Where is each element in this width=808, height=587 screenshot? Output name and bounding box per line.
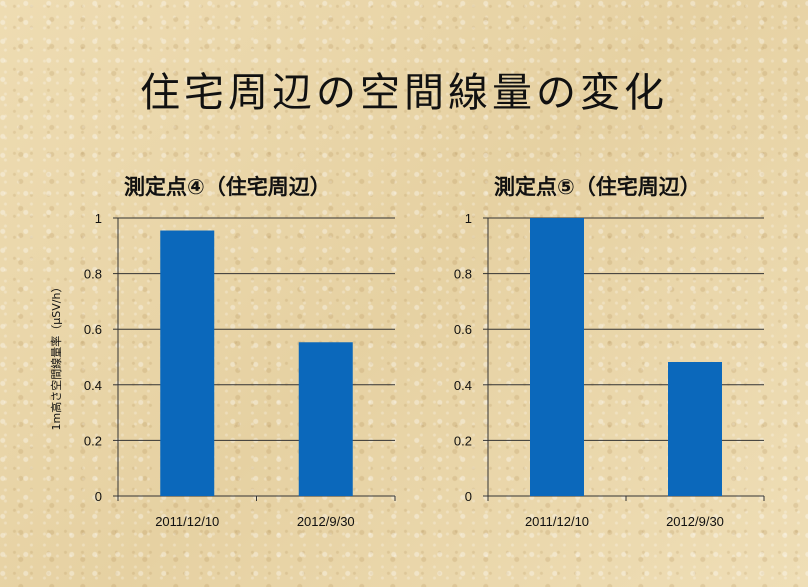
y-tick-label: 0	[95, 489, 102, 504]
y-tick-label: 0.4	[454, 378, 472, 393]
y-tick-label: 0.4	[84, 378, 102, 393]
x-tick-label: 2012/9/30	[666, 514, 724, 529]
chart-title-4: 測定点④（住宅周辺）	[124, 175, 331, 199]
y-tick-label: 0.8	[84, 267, 102, 282]
page-title: 住宅周辺の空間線量の変化	[140, 70, 668, 116]
y-tick-label: 0.6	[84, 322, 102, 337]
bar-2012/9/30	[298, 342, 353, 496]
y-tick-label: 0.6	[454, 322, 472, 337]
y-tick-label: 1	[95, 211, 102, 226]
bar-2011/12/10	[160, 230, 215, 496]
y-tick-label: 0.2	[84, 433, 102, 448]
y-tick-label: 0.2	[454, 433, 472, 448]
y-tick-label: 0	[465, 489, 472, 504]
chart-title-5: 測定点⑤（住宅周辺）	[494, 175, 701, 199]
bar-2011/12/10	[530, 218, 584, 496]
x-tick-label: 2011/12/10	[525, 514, 589, 529]
bar-2012/9/30	[668, 362, 722, 496]
x-tick-label: 2012/9/30	[297, 514, 355, 529]
y-tick-label: 0.8	[454, 267, 472, 282]
y-tick-label: 1	[465, 211, 472, 226]
x-tick-label: 2011/12/10	[155, 514, 219, 529]
